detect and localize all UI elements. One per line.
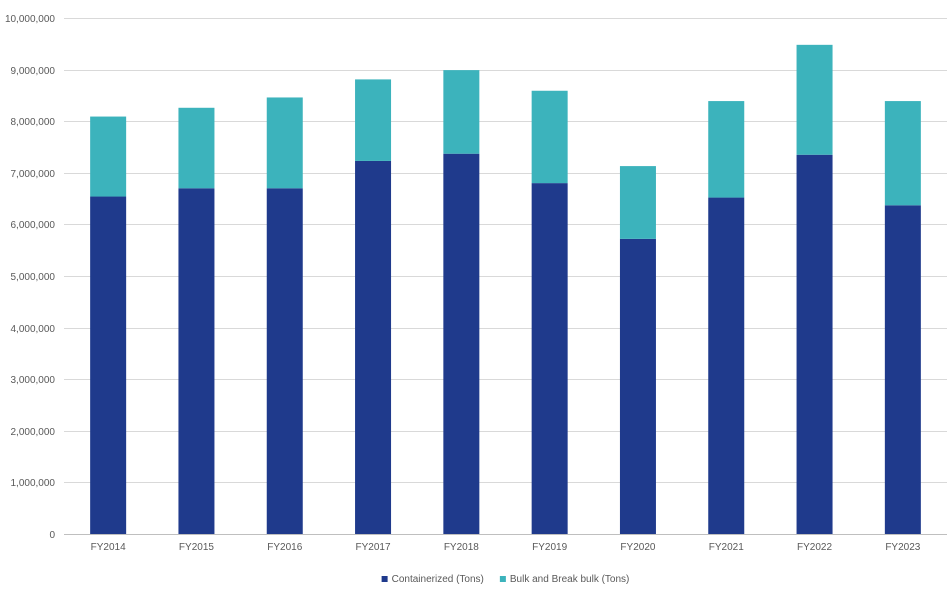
y-tick-label: 0 bbox=[49, 530, 55, 541]
bar-containerized bbox=[708, 197, 745, 534]
bar-bulk-breakbulk bbox=[531, 90, 568, 184]
bar-bulk-breakbulk bbox=[266, 97, 303, 189]
bar-bulk-breakbulk bbox=[443, 70, 480, 154]
x-axis-tick-labels: FY2014 FY2015 FY2016 FY2017 FY2018 FY2019 FY20… bbox=[91, 542, 921, 553]
x-tick-label: FY2021 bbox=[709, 542, 744, 553]
y-axis-tick-labels: 0 1,000,000 2,000,000 3,000,000 4,000,000 5,0… bbox=[5, 14, 56, 541]
y-tick-label: 8,000,000 bbox=[11, 117, 56, 128]
x-tick-label: FY2018 bbox=[444, 542, 479, 553]
y-tick-label: 5,000,000 bbox=[11, 272, 56, 283]
x-tick-label: FY2023 bbox=[885, 542, 920, 553]
x-tick-label: FY2020 bbox=[620, 542, 655, 553]
legend-swatch-containerized bbox=[381, 576, 388, 582]
x-tick-label: FY2015 bbox=[179, 542, 214, 553]
bar-containerized bbox=[884, 205, 921, 535]
bar-containerized bbox=[531, 183, 568, 534]
bar-bulk-breakbulk bbox=[178, 107, 215, 189]
y-tick-label: 2,000,000 bbox=[11, 427, 56, 438]
bar-containerized bbox=[796, 154, 833, 535]
y-tick-label: 10,000,000 bbox=[5, 14, 55, 25]
legend-swatch-bulk bbox=[499, 576, 506, 582]
bar-bulk-breakbulk bbox=[884, 101, 921, 206]
bar-bulk-breakbulk bbox=[355, 79, 392, 161]
y-tick-label: 6,000,000 bbox=[11, 220, 56, 231]
x-tick-label: FY2017 bbox=[356, 542, 391, 553]
y-tick-label: 3,000,000 bbox=[11, 375, 56, 386]
y-tick-label: 4,000,000 bbox=[11, 324, 56, 335]
legend-label-containerized: Containerized (Tons) bbox=[392, 574, 484, 585]
y-tick-label: 9,000,000 bbox=[11, 66, 56, 77]
bar-containerized bbox=[619, 238, 656, 534]
bar-containerized bbox=[178, 188, 215, 534]
bar-containerized bbox=[443, 153, 480, 534]
bar-containerized bbox=[90, 196, 127, 534]
bar-bulk-breakbulk bbox=[708, 101, 745, 198]
legend-label-bulk: Bulk and Break bulk (Tons) bbox=[510, 574, 630, 585]
bar-bulk-breakbulk bbox=[796, 44, 833, 155]
x-tick-label: FY2014 bbox=[91, 542, 126, 553]
x-tick-label: FY2019 bbox=[532, 542, 567, 553]
bar-bulk-breakbulk bbox=[619, 166, 656, 239]
y-tick-label: 1,000,000 bbox=[11, 478, 56, 489]
x-tick-label: FY2016 bbox=[267, 542, 302, 553]
bar-bulk-breakbulk bbox=[90, 116, 127, 197]
x-tick-label: FY2022 bbox=[797, 542, 832, 553]
legend: Containerized (Tons) Bulk and Break bulk … bbox=[381, 574, 630, 585]
bar-containerized bbox=[355, 160, 392, 534]
y-tick-label: 7,000,000 bbox=[11, 169, 56, 180]
bars bbox=[90, 44, 921, 535]
bar-containerized bbox=[266, 188, 303, 534]
